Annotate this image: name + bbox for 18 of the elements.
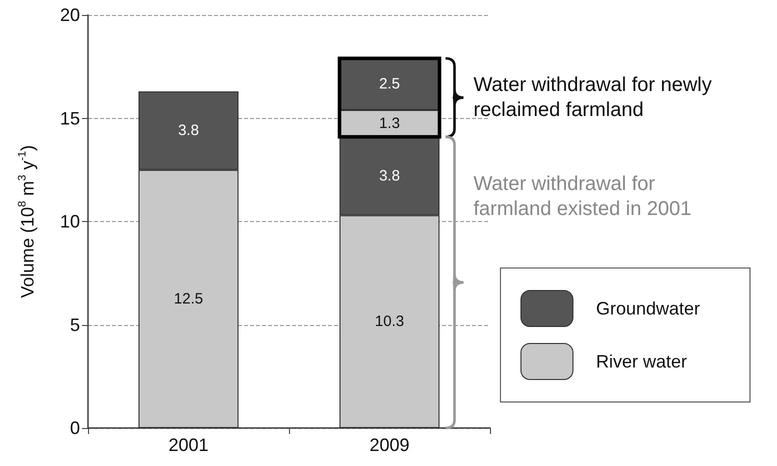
data-label: 10.3 — [374, 313, 404, 330]
data-label: 3.8 — [379, 168, 400, 185]
legend-label: River water — [596, 352, 687, 372]
data-label: 1.3 — [379, 114, 400, 132]
annotation: Water withdrawal for newly reclaimed farmland — [474, 72, 713, 123]
data-label: 12.5 — [174, 290, 204, 308]
y-tick-label: 20 — [60, 5, 80, 25]
legend-label: Groundwater — [596, 298, 700, 318]
y-axis-title: Volume (108 m3 y-1) — [16, 144, 38, 298]
y-tick-label: 10 — [60, 212, 80, 232]
x-tick-label: 2001 — [168, 435, 209, 455]
data-label: 3.8 — [178, 122, 199, 140]
x-tick-label: 2009 — [369, 435, 410, 455]
annotation: Water withdrawal for farmland existed in 2001 — [474, 172, 692, 222]
y-tick-label: 0 — [70, 418, 80, 438]
data-label: 2.5 — [379, 76, 400, 93]
y-tick-label: 15 — [60, 108, 80, 128]
y-tick-label: 5 — [70, 314, 80, 335]
